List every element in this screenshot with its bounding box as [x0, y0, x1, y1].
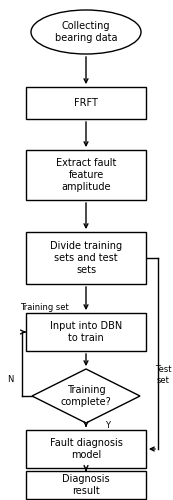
Text: Divide training
sets and test
sets: Divide training sets and test sets [50, 242, 122, 274]
Text: Training
complete?: Training complete? [61, 385, 111, 407]
Bar [26, 471, 146, 499]
Text: Y: Y [105, 420, 110, 430]
Text: Input into DBN
to train: Input into DBN to train [50, 321, 122, 343]
Bar [26, 232, 146, 284]
Bar [26, 313, 146, 351]
Text: Training set: Training set [20, 304, 69, 312]
Text: Extract fault
feature
amplitude: Extract fault feature amplitude [56, 158, 116, 192]
Bar [26, 150, 146, 200]
Text: N: N [7, 376, 13, 384]
Text: Test
set: Test set [155, 366, 171, 384]
Text: Fault diagnosis
model: Fault diagnosis model [49, 438, 122, 460]
Text: Collecting
bearing data: Collecting bearing data [55, 21, 117, 43]
Bar [26, 430, 146, 468]
Text: FRFT: FRFT [74, 98, 98, 108]
Bar [26, 87, 146, 119]
Text: Diagnosis
result: Diagnosis result [62, 474, 110, 496]
Polygon shape [32, 369, 140, 423]
Ellipse shape [31, 10, 141, 54]
